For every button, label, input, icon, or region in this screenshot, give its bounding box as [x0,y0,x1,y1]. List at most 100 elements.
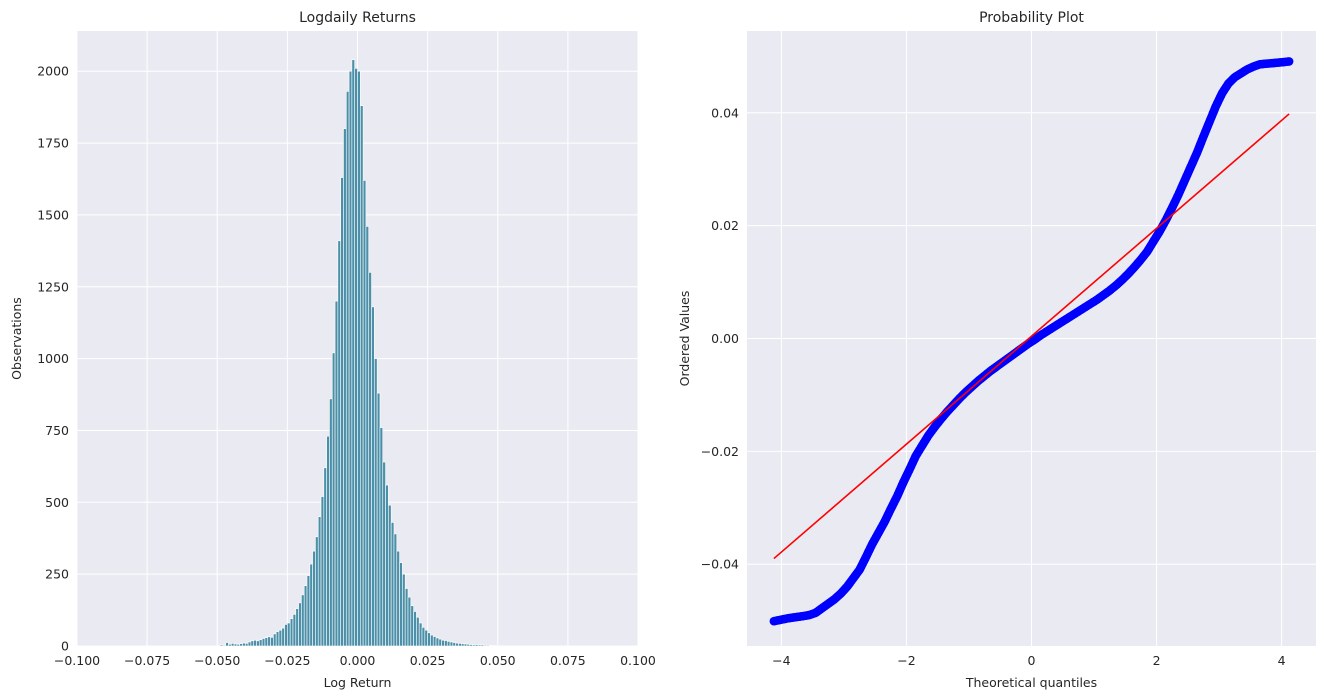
histogram-bar [303,585,308,647]
histogram-bar [329,398,333,647]
histogram-bar [486,644,490,647]
histogram-bar [466,643,470,647]
histogram-bar [273,633,277,647]
histogram-x-label: Log Return [324,675,392,690]
histogram-y-tick-label: 1750 [37,136,69,151]
histogram-bar [315,536,319,647]
histogram-y-ticks: 0 250 500 750 1000 1250 1500 1750 2000 [37,64,69,654]
histogram-y-tick-label: 750 [45,423,69,438]
histogram-y-tick-label: 1000 [37,351,69,366]
histogram-bars [219,59,496,647]
histogram-y-tick-label: 250 [45,567,69,582]
probability-fit-line [773,113,1290,560]
histogram-bar [404,588,409,647]
histogram-x-tick-label: 0.050 [480,653,516,668]
histogram-bar [483,644,487,647]
histogram-bar [421,627,426,647]
histogram-bar [446,641,451,647]
histogram-bar [219,644,224,647]
probability-y-tick-label: 0.04 [711,105,739,120]
histogram-bar [362,180,367,647]
probability-title: Probability Plot [979,10,1084,26]
histogram-bar [222,644,226,647]
histogram-bar [390,522,395,647]
histogram-bar [334,300,339,647]
histogram-bar [477,644,482,647]
histogram-x-ticks: −0.100 −0.075 −0.050 −0.025 0.000 0.025 0.050 0… [54,653,656,668]
histogram-bar [250,640,255,647]
histogram-x-tick-label: 0.075 [550,653,586,668]
histogram-bar [393,533,398,647]
histogram-y-label: Observations [9,297,24,380]
histogram-bar [337,240,341,647]
probability-x-tick-label: 0 [1028,653,1036,668]
histogram-bar [225,642,229,647]
probability-x-ticks: −4 −2 0 2 4 [772,653,1285,668]
probability-x-tick-label: −4 [772,653,790,668]
histogram-bar [301,594,305,647]
histogram-bar [253,639,257,647]
histogram-bar [444,640,448,647]
histogram-y-tick-label: 500 [45,495,69,510]
histogram-bar [396,550,400,647]
histogram-bar [340,177,344,647]
histogram-bar [343,128,347,647]
histogram-bar [379,427,384,647]
histogram-bar [376,392,381,647]
histogram-bar [418,622,423,647]
histogram-bar [472,644,476,647]
histogram-bar [407,596,412,647]
histogram-bar [295,608,299,647]
histogram-y-tick-label: 1250 [37,279,69,294]
histogram-bar [284,624,288,647]
histogram-bar [449,641,454,647]
probability-points [769,57,1294,626]
probability-x-tick-label: 4 [1278,653,1286,668]
histogram-bar [261,638,266,647]
probability-x-tick-label: 2 [1153,653,1161,668]
probability-y-ticks: −0.04 −0.02 0.00 0.02 0.04 [701,105,739,571]
histogram-bar [239,643,243,647]
histogram-bar [371,306,375,647]
histogram-bar [278,629,283,647]
probability-plot-axes: −4 −2 0 2 4 −0.04 −0.02 0.00 0.02 0.04 Probabili… [677,10,1316,690]
histogram-bar [281,627,285,647]
histogram-bar [345,91,350,647]
histogram-bar [360,105,364,647]
histogram-bar [416,616,420,647]
histogram-bar [427,632,431,647]
histogram-bar [245,643,249,647]
histogram-bar [460,643,465,647]
histogram-bar [402,573,406,647]
histogram-bar [385,484,389,647]
histogram-bar [259,639,263,647]
histogram-bar [430,634,434,647]
probability-x-tick-label: −2 [897,653,915,668]
histogram-bar [432,636,437,647]
histogram-x-tick-label: −0.075 [124,653,170,668]
histogram-bar [410,605,414,647]
probability-point [1284,57,1294,66]
histogram-bar [455,642,459,647]
histogram-bar [480,644,485,647]
histogram-bar [452,642,456,647]
histogram-bar [354,68,358,647]
histogram-x-tick-label: 0.000 [340,653,376,668]
probability-y-tick-label: 0.02 [711,218,739,233]
histogram-bar [236,643,240,647]
histogram-bar [399,562,403,647]
histogram-bar [289,618,294,647]
histogram-bar [438,638,442,647]
histogram-bar [368,272,372,647]
histogram-bar [230,643,235,647]
probability-y-tick-label: −0.04 [701,557,739,572]
histogram-x-tick-label: 0.025 [410,653,446,668]
histogram-bar [348,70,353,647]
probability-y-tick-label: 0.00 [711,331,739,346]
histogram-x-tick-label: −0.025 [264,653,310,668]
probability-x-label: Theoretical quantiles [965,675,1097,690]
histogram-bar [292,614,297,647]
histogram-bar [275,631,280,647]
histogram-bar [309,563,313,647]
